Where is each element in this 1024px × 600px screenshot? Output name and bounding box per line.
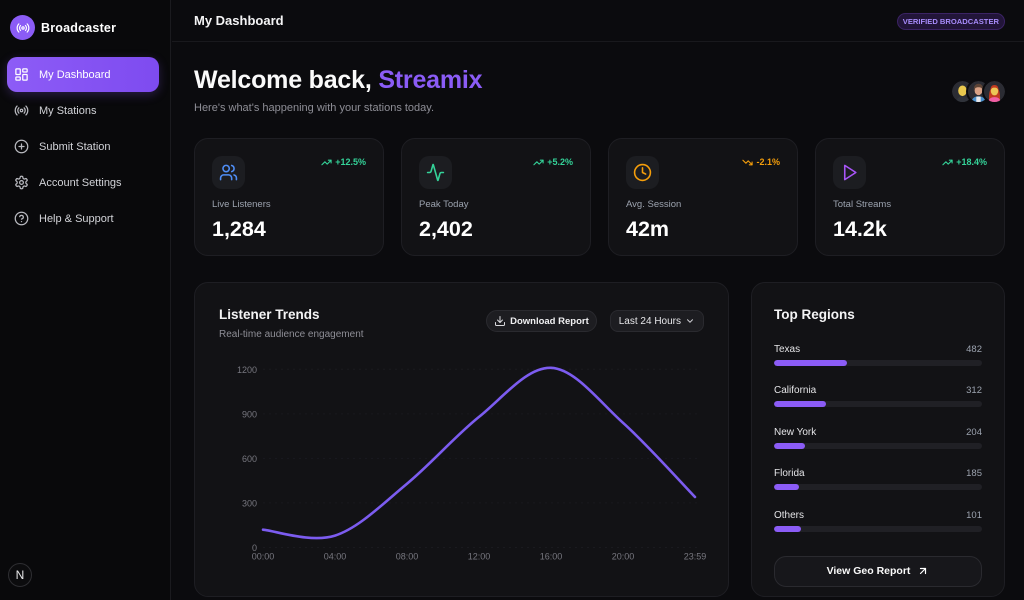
svg-text:16:00: 16:00 — [540, 551, 563, 561]
svg-text:300: 300 — [242, 498, 257, 508]
svg-text:600: 600 — [242, 454, 257, 464]
svg-text:08:00: 08:00 — [396, 551, 419, 561]
svg-text:900: 900 — [242, 409, 257, 419]
svg-text:20:00: 20:00 — [612, 551, 635, 561]
svg-text:0: 0 — [252, 543, 257, 553]
svg-text:12:00: 12:00 — [468, 551, 491, 561]
svg-text:00:00: 00:00 — [252, 551, 275, 561]
svg-text:04:00: 04:00 — [324, 551, 347, 561]
svg-text:23:59: 23:59 — [684, 551, 707, 561]
svg-text:1200: 1200 — [237, 365, 257, 375]
